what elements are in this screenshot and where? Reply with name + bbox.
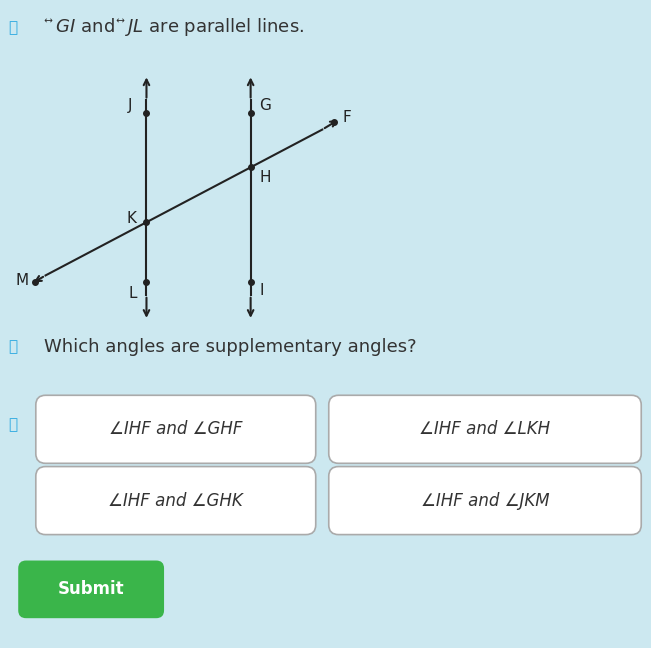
- Text: Submit: Submit: [58, 580, 124, 598]
- FancyBboxPatch shape: [329, 467, 641, 535]
- Text: 🔊: 🔊: [8, 19, 17, 35]
- Text: F: F: [342, 110, 351, 126]
- Text: G: G: [259, 98, 271, 113]
- Text: 🔊: 🔊: [8, 417, 17, 432]
- Text: K: K: [127, 211, 137, 227]
- FancyBboxPatch shape: [18, 561, 164, 618]
- Text: ∠IHF and ∠LKH: ∠IHF and ∠LKH: [419, 421, 551, 438]
- Text: M: M: [16, 273, 29, 288]
- FancyBboxPatch shape: [36, 395, 316, 463]
- Text: L: L: [128, 286, 137, 301]
- Text: J: J: [128, 98, 133, 113]
- FancyBboxPatch shape: [329, 395, 641, 463]
- Text: I: I: [259, 283, 264, 298]
- Text: $\overleftrightarrow{GI}$ and $\overleftrightarrow{JL}$ are parallel lines.: $\overleftrightarrow{GI}$ and $\overleft…: [44, 16, 305, 38]
- Text: 🔊: 🔊: [8, 339, 17, 354]
- Text: ∠IHF and ∠JKM: ∠IHF and ∠JKM: [421, 492, 549, 509]
- Text: H: H: [259, 170, 271, 185]
- Text: ∠IHF and ∠GHF: ∠IHF and ∠GHF: [109, 421, 243, 438]
- Text: ∠IHF and ∠GHK: ∠IHF and ∠GHK: [109, 492, 243, 509]
- FancyBboxPatch shape: [36, 467, 316, 535]
- Text: Which angles are supplementary angles?: Which angles are supplementary angles?: [44, 338, 417, 356]
